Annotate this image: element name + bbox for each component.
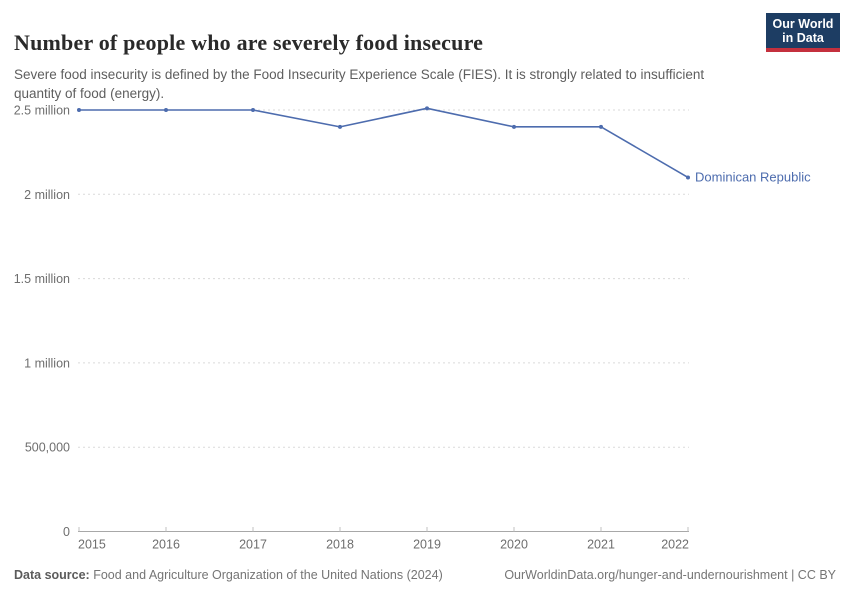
- data-point[interactable]: [77, 108, 81, 112]
- data-point[interactable]: [164, 108, 168, 112]
- y-tick-label: 500,000: [25, 441, 70, 455]
- x-tick-label: 2022: [661, 538, 689, 552]
- y-tick-label: 2.5 million: [14, 104, 70, 118]
- owid-logo-line1: Our World: [772, 17, 834, 31]
- series-line[interactable]: [79, 107, 689, 179]
- owid-url-link[interactable]: OurWorldinData.org/hunger-and-undernouri…: [504, 568, 788, 582]
- data-source: Data source: Food and Agriculture Organi…: [14, 568, 443, 582]
- chart-footer: Data source: Food and Agriculture Organi…: [14, 568, 836, 582]
- footer-right: OurWorldinData.org/hunger-and-undernouri…: [504, 568, 836, 582]
- series-label: Dominican Republic: [695, 169, 811, 184]
- data-point[interactable]: [251, 108, 255, 112]
- data-point[interactable]: [686, 175, 690, 180]
- data-point[interactable]: [425, 106, 429, 111]
- x-tick-label: 2016: [152, 538, 180, 552]
- data-source-text: Food and Agriculture Organization of the…: [93, 568, 443, 582]
- owid-logo-line2: in Data: [782, 31, 824, 45]
- y-tick-label: 1.5 million: [14, 272, 70, 286]
- y-tick-label: 2 million: [24, 188, 70, 202]
- y-tick-label: 0: [63, 525, 70, 539]
- x-tick-label: 2021: [587, 538, 615, 552]
- chart-subtitle: Severe food insecurity is defined by the…: [14, 66, 705, 101]
- x-tick-label: 2017: [239, 538, 267, 552]
- license-text: | CC BY: [787, 568, 836, 582]
- page-title: Number of people who are severely food i…: [14, 29, 484, 55]
- data-source-label: Data source:: [14, 568, 90, 582]
- data-point[interactable]: [599, 124, 603, 129]
- x-tick-label: 2018: [326, 538, 354, 552]
- data-point[interactable]: [338, 124, 342, 129]
- x-tick-label: 2015: [78, 538, 106, 552]
- owid-logo[interactable]: Our World in Data: [766, 13, 840, 52]
- x-tick-label: 2019: [413, 538, 441, 552]
- y-tick-label: 1 million: [24, 356, 70, 370]
- x-tick-label: 2020: [500, 538, 528, 552]
- data-point[interactable]: [512, 124, 516, 129]
